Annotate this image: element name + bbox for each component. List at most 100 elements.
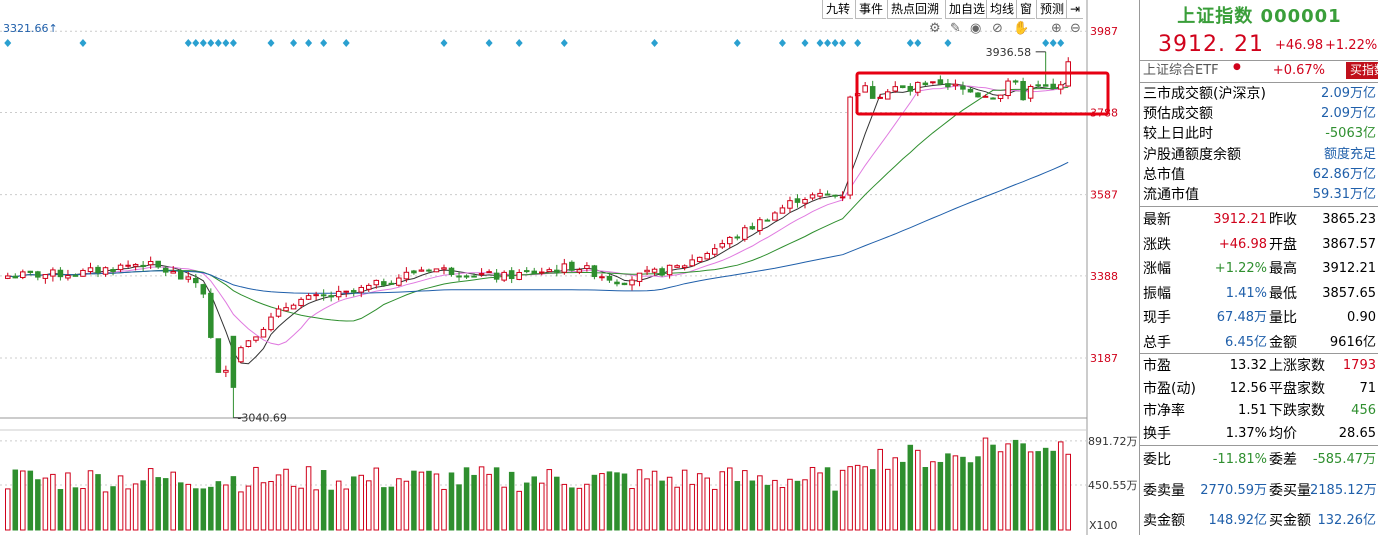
quote-value: 9616亿 (1329, 334, 1376, 350)
candle-body (689, 259, 695, 267)
info-value: 62.86万亿 (1312, 166, 1376, 182)
volume-bar (689, 483, 695, 531)
volume-bar (569, 487, 575, 531)
candle-body (817, 192, 823, 197)
volume-bar (516, 490, 522, 531)
info-value: 额度充足 (1323, 146, 1376, 162)
candle-body (215, 338, 222, 373)
toolbar-button-3[interactable]: 加自选 (945, 0, 989, 19)
quote-label: 最高 (1269, 261, 1297, 277)
candle-body (358, 286, 365, 293)
etf-label[interactable]: 上证综合ETF (1143, 63, 1219, 78)
zoom-out-icon[interactable]: ⊖ (1070, 21, 1081, 36)
toolbar-button-5[interactable]: 窗 (1016, 0, 1036, 19)
volume-bar (283, 468, 289, 531)
volume-bar (260, 482, 267, 531)
signal-diamond (1042, 39, 1050, 47)
volume-bar (711, 488, 718, 531)
candle-body (764, 219, 771, 222)
candle-body (463, 275, 470, 278)
ma20-line (7, 86, 1069, 322)
volume-bar (5, 488, 11, 531)
volume-bar (493, 467, 500, 531)
zoom-in-icon[interactable]: ⊕ (1051, 21, 1062, 36)
volume-bar (930, 461, 936, 531)
candle-body (975, 92, 981, 98)
price-tick-label: 3587 (1090, 189, 1118, 202)
etf-pct: +0.67% (1272, 63, 1325, 78)
volume-bar (463, 467, 470, 531)
eye-icon[interactable]: ◉ (970, 21, 982, 36)
info-label: 沪股通额度余额 (1143, 146, 1241, 163)
volume-bar (57, 489, 64, 531)
stat-label: 平盘家数 (1269, 380, 1325, 397)
ma10-line (7, 84, 1069, 346)
candle-body (636, 272, 643, 282)
volume-bar (892, 457, 899, 531)
settings-icon[interactable]: ⚙ (929, 21, 941, 36)
signal-diamond (944, 39, 952, 47)
volume-bar (193, 488, 199, 531)
ma60-line (7, 161, 1069, 294)
toolbar-button-0[interactable]: 九转 (822, 0, 854, 19)
collapse-panel-icon[interactable]: ⇥ (1066, 0, 1084, 19)
signal-diamond (914, 39, 922, 47)
volume-bar (727, 467, 733, 531)
info-label: 较上日此时 (1143, 126, 1213, 143)
candle-body (486, 271, 492, 274)
candle-body (65, 275, 71, 279)
candle-body (516, 271, 522, 280)
pen-icon[interactable]: ✎ (950, 21, 961, 36)
volume-bar (140, 480, 146, 531)
volume-bar (80, 488, 86, 531)
volume-bar (185, 483, 192, 531)
candle-body (704, 252, 710, 260)
candle-body (1012, 80, 1019, 83)
volume-bar (441, 488, 447, 531)
candle-body (621, 282, 628, 286)
index-kline-chart[interactable]: 39873788358733883187891.72万450.55万X10033… (0, 0, 1140, 535)
candle-body (952, 83, 959, 87)
quote-label: 开盘 (1269, 236, 1297, 253)
signal-diamond (906, 39, 914, 47)
toolbar-button-1[interactable]: 事件 (855, 0, 887, 19)
stat-label: 市净率 (1143, 403, 1185, 419)
toolbar-button-6[interactable]: 预测 (1036, 0, 1068, 19)
candle-body (381, 281, 387, 286)
candle-body (200, 284, 207, 295)
candle-body (546, 269, 553, 273)
signal-diamond (831, 39, 839, 47)
signal-diamond (1049, 39, 1057, 47)
volume-bar (471, 474, 477, 531)
volume-bar (704, 477, 710, 531)
volume-bar (426, 470, 432, 531)
candle-body (711, 248, 718, 255)
volume-bar (757, 475, 763, 531)
volume-bar (967, 462, 974, 531)
candle-body (877, 96, 883, 99)
candle-body (922, 82, 929, 86)
volume-bar (960, 456, 966, 531)
volume-bar (922, 467, 929, 531)
volume-bar (117, 475, 124, 531)
eye-off-icon[interactable]: ⊘ (992, 21, 1003, 36)
volume-bar (975, 456, 981, 531)
signal-diamond (290, 39, 298, 47)
toolbar-button-2[interactable]: 热点回溯 (887, 0, 943, 19)
info-label: 预估成交额 (1143, 106, 1213, 123)
candle-body (320, 294, 327, 297)
candle-body (290, 304, 297, 310)
candle-body (869, 86, 876, 99)
info-label: 流通市值 (1143, 187, 1199, 203)
crosshair-icon[interactable]: ✋ (1013, 21, 1030, 36)
candle-body (335, 290, 342, 298)
volume-bar (900, 461, 906, 531)
candle-body (245, 340, 252, 347)
buy-index-button[interactable]: 买指数 (1346, 62, 1378, 79)
candle-body (960, 85, 966, 90)
order-label: 委差 (1269, 452, 1297, 468)
stat-label: 下跌家数 (1269, 403, 1325, 419)
volume-bar (102, 491, 109, 531)
toolbar-button-4[interactable]: 均线 (986, 0, 1018, 19)
volume-bar (584, 483, 590, 531)
